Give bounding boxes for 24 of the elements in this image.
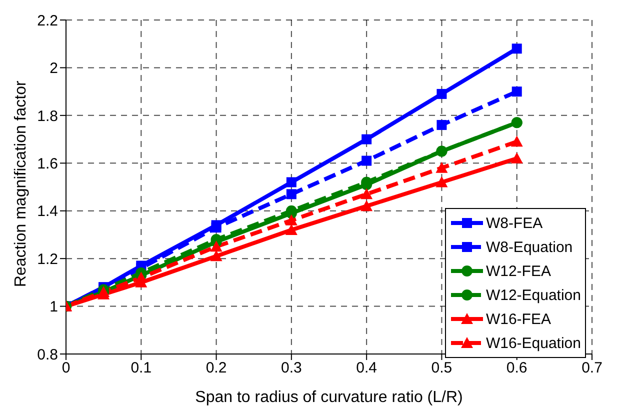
legend-label: W12-Equation xyxy=(486,286,581,304)
x-tick-label: 0.3 xyxy=(281,360,302,377)
y-axis-title: Reaction magnification factor xyxy=(12,80,30,287)
y-tick-label: 2 xyxy=(50,60,58,78)
x-tick-label: 0.6 xyxy=(506,360,528,377)
y-tick-label: 1 xyxy=(50,298,58,316)
x-tick-label: 0.5 xyxy=(431,360,452,377)
legend-label: W8-Equation xyxy=(486,238,573,256)
y-tick-label: 1.6 xyxy=(37,155,58,172)
x-tick-label: 0.1 xyxy=(130,360,152,377)
x-tick-label: 0 xyxy=(62,360,70,377)
legend-label: W12-FEA xyxy=(486,262,551,280)
y-tick-label: 0.8 xyxy=(37,346,58,364)
y-tick-label: 1.4 xyxy=(37,203,58,220)
legend-label: W8-FEA xyxy=(486,214,543,232)
legend-label: W16-FEA xyxy=(486,310,551,328)
x-tick-label: 0.7 xyxy=(582,360,602,377)
y-tick-label: 1.8 xyxy=(37,108,58,125)
x-tick-label: 0.2 xyxy=(206,360,227,377)
y-tick-label: 2.2 xyxy=(37,12,58,30)
x-axis-title: Span to radius of curvature ratio (L/R) xyxy=(195,389,463,406)
legend-label: W16-Equation xyxy=(486,334,581,352)
y-tick-label: 1.2 xyxy=(37,250,58,268)
x-tick-label: 0.4 xyxy=(356,360,377,377)
